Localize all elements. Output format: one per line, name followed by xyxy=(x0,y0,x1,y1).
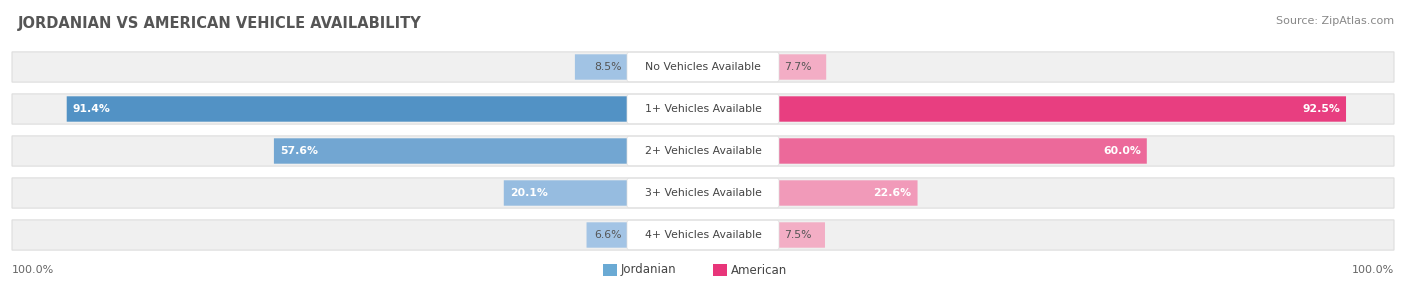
Text: Jordanian: Jordanian xyxy=(621,263,676,277)
Text: 57.6%: 57.6% xyxy=(280,146,318,156)
FancyBboxPatch shape xyxy=(503,180,627,206)
Text: 92.5%: 92.5% xyxy=(1302,104,1340,114)
FancyBboxPatch shape xyxy=(779,96,1346,122)
Text: 60.0%: 60.0% xyxy=(1102,146,1140,156)
FancyBboxPatch shape xyxy=(779,54,827,80)
FancyBboxPatch shape xyxy=(13,94,1393,124)
FancyBboxPatch shape xyxy=(274,138,627,164)
FancyBboxPatch shape xyxy=(627,94,779,124)
FancyBboxPatch shape xyxy=(627,220,779,250)
Text: 4+ Vehicles Available: 4+ Vehicles Available xyxy=(644,230,762,240)
FancyBboxPatch shape xyxy=(13,220,1393,250)
Text: 1+ Vehicles Available: 1+ Vehicles Available xyxy=(644,104,762,114)
Text: 100.0%: 100.0% xyxy=(13,265,55,275)
Text: American: American xyxy=(731,263,787,277)
FancyBboxPatch shape xyxy=(779,180,918,206)
Text: 20.1%: 20.1% xyxy=(510,188,548,198)
Text: Source: ZipAtlas.com: Source: ZipAtlas.com xyxy=(1275,16,1393,26)
Text: 7.7%: 7.7% xyxy=(785,62,811,72)
FancyBboxPatch shape xyxy=(603,264,617,276)
Text: JORDANIAN VS AMERICAN VEHICLE AVAILABILITY: JORDANIAN VS AMERICAN VEHICLE AVAILABILI… xyxy=(18,16,422,31)
Text: 3+ Vehicles Available: 3+ Vehicles Available xyxy=(644,188,762,198)
Text: 8.5%: 8.5% xyxy=(595,62,621,72)
FancyBboxPatch shape xyxy=(627,136,779,166)
FancyBboxPatch shape xyxy=(66,96,627,122)
FancyBboxPatch shape xyxy=(575,54,627,80)
FancyBboxPatch shape xyxy=(586,222,627,248)
FancyBboxPatch shape xyxy=(13,178,1393,208)
FancyBboxPatch shape xyxy=(627,178,779,208)
FancyBboxPatch shape xyxy=(13,52,1393,82)
FancyBboxPatch shape xyxy=(627,52,779,82)
Text: 100.0%: 100.0% xyxy=(1351,265,1393,275)
FancyBboxPatch shape xyxy=(779,138,1147,164)
Text: 91.4%: 91.4% xyxy=(73,104,111,114)
Text: 6.6%: 6.6% xyxy=(595,230,621,240)
Text: 2+ Vehicles Available: 2+ Vehicles Available xyxy=(644,146,762,156)
Text: 22.6%: 22.6% xyxy=(873,188,911,198)
FancyBboxPatch shape xyxy=(713,264,727,276)
FancyBboxPatch shape xyxy=(13,136,1393,166)
FancyBboxPatch shape xyxy=(779,222,825,248)
Text: No Vehicles Available: No Vehicles Available xyxy=(645,62,761,72)
Text: 7.5%: 7.5% xyxy=(785,230,811,240)
